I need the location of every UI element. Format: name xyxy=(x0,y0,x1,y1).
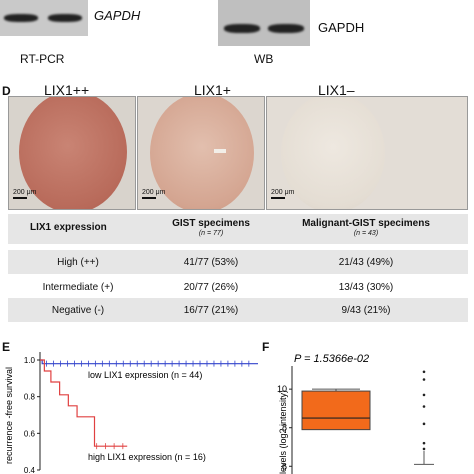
table-header-gist-n: (n = 77) xyxy=(198,230,224,237)
outlier-point xyxy=(422,378,426,381)
table-row-high-label: High (++) xyxy=(57,257,99,268)
scale-text-3: 200 μm xyxy=(271,189,295,196)
p-value-label: P = 1.5366e-02 xyxy=(294,353,369,365)
rtpcr-band-1 xyxy=(4,14,38,22)
scale-bar-2 xyxy=(142,197,156,199)
tma-label-3: LIX1– xyxy=(318,82,355,98)
table-row-bg-negative xyxy=(8,298,468,322)
table-header-bg xyxy=(8,214,468,244)
rtpcr-label: RT-PCR xyxy=(20,52,65,66)
box-rect xyxy=(301,390,371,431)
survival-ytick-label: 0.4 xyxy=(24,466,36,474)
table-row-intermediate-label: Intermediate (+) xyxy=(42,282,114,293)
table-header-expression: LIX1 expression xyxy=(30,222,107,233)
table-row-intermediate-gist: 20/77 (26%) xyxy=(183,282,239,293)
wb-label: WB xyxy=(254,52,274,66)
legend-low-label: low LIX1 expression (n = 44) xyxy=(88,370,202,380)
survival-chart: recurrence -free survival 1.0 0.8 0.6 0.4 l… xyxy=(4,352,258,474)
rtpcr-band-2 xyxy=(48,14,82,22)
scale-bar-1 xyxy=(13,197,27,199)
rtpcr-gene-label: GAPDH xyxy=(94,8,141,23)
table-header-malignant: Malignant-GIST specimens xyxy=(302,218,430,229)
boxplot-ytick-label: 6 xyxy=(282,461,287,471)
boxplot-ytick-label: 10 xyxy=(277,384,287,394)
tma-core-2-gap xyxy=(214,149,226,153)
table-row-negative-gist: 16/77 (21%) xyxy=(183,305,239,316)
rtpcr-blot xyxy=(0,0,88,36)
tma-image-2: 200 μm xyxy=(137,96,265,210)
wb-blot xyxy=(218,0,310,46)
survival-ytick-label: 0.6 xyxy=(24,429,36,438)
wb-gene-label: GAPDH xyxy=(318,20,365,35)
wb-band-1 xyxy=(224,24,260,33)
table-row-high-gist: 41/77 (53%) xyxy=(183,257,239,268)
panel-e-letter: E xyxy=(2,340,11,354)
tma-image-3: 200 μm xyxy=(266,96,468,210)
table-header-gist: GIST specimens xyxy=(172,218,250,229)
table-header-malignant-n: (n = 43) xyxy=(353,230,379,237)
table-row-negative-label: Negative (-) xyxy=(51,305,105,316)
wb-band-2 xyxy=(268,24,304,33)
table-row-bg-high xyxy=(8,250,468,274)
panel-f-letter: F xyxy=(262,340,270,354)
tma-label-2: LIX1+ xyxy=(194,82,231,98)
survival-ylabel: recurrence -free survival xyxy=(4,367,14,464)
survival-ytick-label: 0.8 xyxy=(24,393,36,402)
table-row-high-malignant: 21/43 (49%) xyxy=(338,257,394,268)
tma-label-1: LIX1++ xyxy=(44,82,90,98)
outlier-point xyxy=(422,405,426,408)
tma-image-1: 200 μm xyxy=(8,96,136,210)
outlier-point xyxy=(422,422,426,426)
scale-text-1: 200 μm xyxy=(13,189,37,196)
survival-ytick-label: 1.0 xyxy=(24,356,36,365)
outlier-point xyxy=(422,393,426,397)
boxplot-chart: levels (log2 intensity) P = 1.5366e-02 1… xyxy=(277,353,434,474)
legend-high-label: high LIX1 expression (n = 16) xyxy=(88,452,206,462)
tma-core-2 xyxy=(150,97,254,209)
series-line-high xyxy=(40,359,128,447)
panel-d-letter: D xyxy=(2,84,11,98)
scale-bar-3 xyxy=(271,197,285,199)
outlier-point xyxy=(422,370,426,374)
outlier-point xyxy=(422,447,426,451)
boxplot-ylabel: levels (log2 intensity) xyxy=(278,390,288,474)
outlier-point xyxy=(422,441,426,445)
scale-text-2: 200 μm xyxy=(142,189,166,196)
table-row-negative-malignant: 9/43 (21%) xyxy=(341,305,391,316)
boxplot-ytick-label: 8 xyxy=(282,423,287,433)
table-row-intermediate-malignant: 13/43 (30%) xyxy=(338,282,394,293)
tma-core-3 xyxy=(281,97,385,209)
series-line-low xyxy=(40,359,258,365)
tma-core-1 xyxy=(19,97,127,209)
